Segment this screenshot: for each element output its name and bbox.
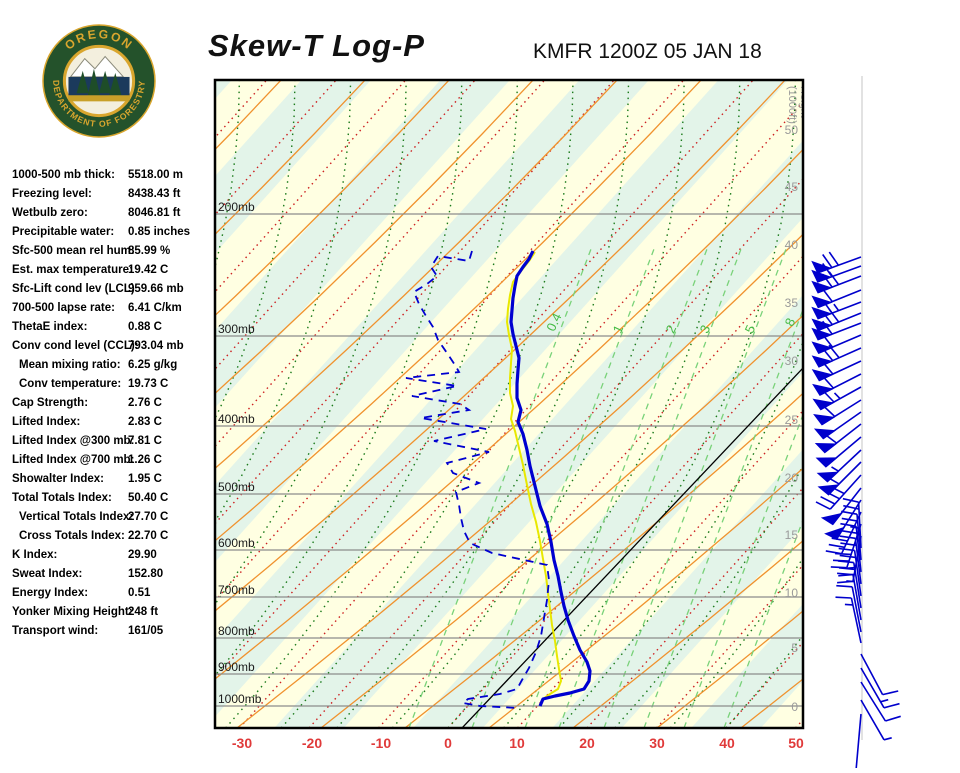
wind-barb-column [813,252,901,768]
svg-text:30: 30 [649,735,665,751]
svg-text:400mb: 400mb [218,412,255,426]
svg-text:20: 20 [785,471,799,485]
svg-text:50: 50 [785,123,799,137]
svg-text:-10: -10 [371,735,391,751]
svg-text:0: 0 [791,700,798,714]
svg-text:700mb: 700mb [218,583,255,597]
svg-text:1000mb: 1000mb [218,692,262,706]
svg-text:800mb: 800mb [218,624,255,638]
svg-text:10: 10 [785,586,799,600]
svg-text:40: 40 [785,238,799,252]
svg-text:500mb: 500mb [218,480,255,494]
svg-text:5: 5 [791,641,798,655]
svg-text:45: 45 [785,180,799,194]
svg-text:30: 30 [785,354,799,368]
svg-text:50: 50 [788,735,804,751]
svg-text:300mb: 300mb [218,322,255,336]
svg-text:200mb: 200mb [218,200,255,214]
svg-text:600mb: 600mb [218,536,255,550]
svg-text:0: 0 [444,735,452,751]
svg-text:35: 35 [785,296,799,310]
svg-text:10: 10 [509,735,525,751]
svg-text:900mb: 900mb [218,660,255,674]
svg-text:25: 25 [785,413,799,427]
svg-text:-30: -30 [232,735,252,751]
svg-text:15: 15 [785,528,799,542]
svg-text:40: 40 [719,735,735,751]
svg-text:20: 20 [579,735,595,751]
svg-text:-20: -20 [302,735,322,751]
svg-text:(1000ft): (1000ft) [786,86,798,124]
